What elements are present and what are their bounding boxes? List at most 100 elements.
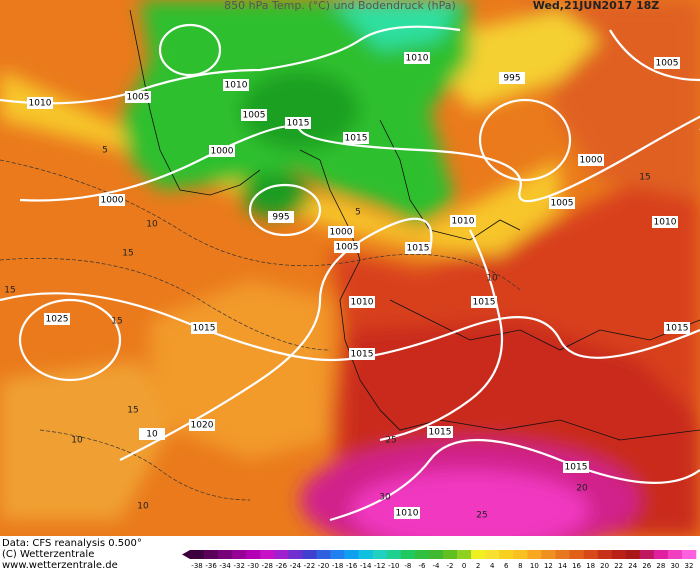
colorbar-label: 32 (685, 562, 694, 570)
isobar-label-box (99, 194, 125, 206)
isobar-label: 1010 (452, 217, 475, 227)
colorbar-swatch (204, 550, 219, 559)
colorbar-label: -4 (432, 562, 440, 570)
colorbar-swatch (288, 550, 303, 559)
colorbar-swatch (302, 550, 317, 559)
colorbar-label: -18 (332, 562, 343, 570)
colorbar-swatch (190, 550, 205, 559)
colorbar-label: -24 (290, 562, 302, 570)
colorbar-label: -6 (418, 562, 426, 570)
isobar-label-box (652, 216, 678, 228)
data-source: Data: CFS reanalysis 0.500° (2, 538, 142, 549)
colorbar-label: -20 (318, 562, 329, 570)
isobar-label-box (139, 428, 165, 440)
colorbar-swatch (443, 550, 458, 559)
colorbar-label: 4 (490, 562, 495, 570)
isotherm-label: 5 (102, 146, 108, 156)
isobar-label: 1010 (654, 218, 677, 228)
isobar-label-box (189, 419, 215, 431)
isotherm-label: 5 (355, 208, 361, 218)
isobar-label: 10 (146, 430, 158, 440)
colorbar-label: -30 (248, 562, 259, 570)
isobar-label: 995 (503, 74, 520, 84)
isobar-label: 1015 (345, 134, 368, 144)
colorbar-swatch (667, 550, 683, 559)
timestamp: Wed,21JUN2017 18Z (533, 0, 660, 12)
isobar-label-box (404, 52, 430, 64)
colorbar-label: -34 (219, 562, 231, 570)
colorbar-label: -32 (233, 562, 244, 570)
colorbar-swatch (358, 550, 374, 559)
colorbar-swatch (555, 550, 570, 559)
isobar-label-box (349, 296, 375, 308)
colorbar-swatch (260, 550, 275, 559)
isobar-label: 1015 (429, 428, 452, 438)
isobar-label-box (664, 322, 690, 334)
colorbar-swatch (414, 550, 430, 559)
isobar-label-box (343, 132, 369, 144)
isobar-label: 1015 (407, 244, 430, 254)
colorbar-label: 20 (600, 562, 609, 570)
colorbar-swatch (428, 550, 444, 559)
colorbar: -38 -36 -34 -32 -30 -28 -26 -24 -22 -20 -18 -16 -14-… (182, 550, 697, 570)
isobars (0, 23, 700, 522)
colorbar-label: -28 (262, 562, 273, 570)
colorbar-swatch (527, 550, 542, 559)
colorbar-swatch (316, 550, 331, 559)
isobar-label-box (349, 348, 375, 360)
isobar-label-box (268, 211, 294, 223)
isotherms (0, 159, 521, 501)
colorbar-swatch (611, 550, 627, 559)
colorbar-swatch (471, 550, 486, 559)
colorbar-label: 18 (586, 562, 595, 570)
isobar-label: 1000 (211, 147, 234, 157)
colorbar-swatch (344, 550, 359, 559)
map-title: 850 hPa Temp. (°C) und Bodendruck (hPa) (224, 0, 456, 12)
colorbar-swatch (330, 550, 345, 559)
colorbar-label: -14 (360, 562, 372, 570)
isobar-label-box (334, 241, 360, 253)
isobar-label: 1015 (565, 463, 588, 473)
colorbar-swatch (569, 550, 584, 559)
temperature-field: 1010100510101005101510001015101099510051… (0, 0, 700, 536)
isotherm-label: 10 (71, 436, 83, 446)
colorbar-swatch (597, 550, 612, 559)
colorbar-label: -2 (447, 562, 454, 570)
colorbar-label: -10 (388, 562, 399, 570)
isobar-label-box (499, 72, 525, 84)
colorbar-swatch (372, 550, 388, 559)
colorbar-swatch (457, 550, 472, 559)
colorbar-label: 16 (572, 562, 581, 570)
isobar-label-box (125, 91, 151, 103)
isobar-label-box (471, 296, 497, 308)
isotherm-label: 20 (576, 484, 588, 494)
isobar-label: 1005 (551, 199, 574, 209)
isobar-label-box (44, 313, 70, 325)
colorbar-label: 2 (476, 562, 480, 570)
colorbar-swatch (653, 550, 669, 559)
isotherm-label: 15 (639, 173, 650, 183)
colorbar-swatch (625, 550, 641, 559)
isobar-label-box (427, 426, 453, 438)
isotherm-label: 25 (385, 436, 396, 446)
isobar-label-box (191, 322, 217, 334)
isotherm-label: 15 (122, 249, 133, 259)
colorbar-label: -22 (304, 562, 315, 570)
colorbar-swatch (583, 550, 598, 559)
isobar-label: 1015 (473, 298, 496, 308)
isobar-label: 1010 (396, 509, 419, 519)
colorbar-swatch (232, 550, 247, 559)
isobar-label: 1005 (336, 243, 359, 253)
isobar-label: 995 (272, 213, 289, 223)
isobar-label: 1015 (666, 324, 689, 334)
colorbar-label: -8 (404, 562, 411, 570)
isotherm-label: 15 (127, 406, 138, 416)
colorbar-label: 12 (544, 562, 553, 570)
isobar-label: 1010 (29, 99, 52, 109)
isobar-label: 1000 (330, 228, 353, 238)
isotherm-label: 15 (4, 286, 15, 296)
isobar-label: 1015 (193, 324, 216, 334)
colorbar-swatch (485, 550, 500, 559)
colorbar-label: 14 (558, 562, 567, 570)
